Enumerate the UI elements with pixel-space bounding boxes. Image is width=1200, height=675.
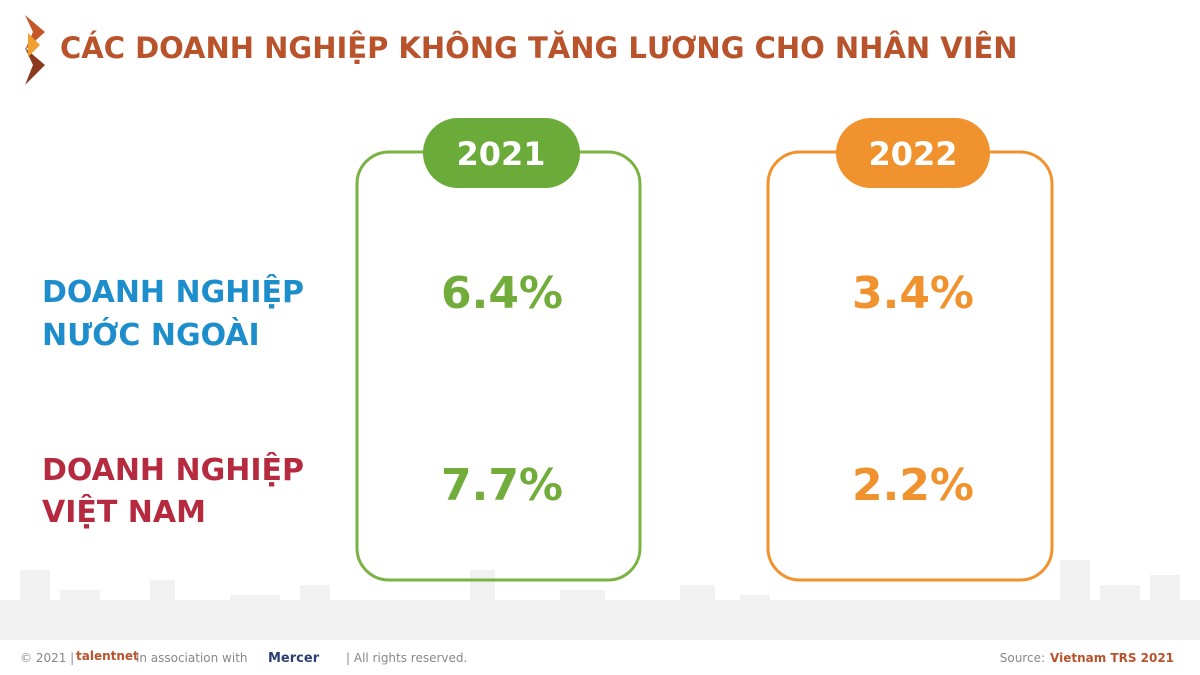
- row-label: VIỆT NAM: [42, 493, 206, 530]
- column-box: [355, 150, 642, 582]
- footer-partner: Mercer: [268, 651, 320, 666]
- cell-value: 6.4%: [441, 268, 563, 319]
- row-label: NƯỚC NGOÀI: [42, 316, 260, 353]
- skyline-background: [0, 560, 1200, 640]
- cell-value: 7.7%: [441, 460, 563, 511]
- footer-association: in association with: [136, 651, 248, 665]
- footer-copyright: © 2021 |: [20, 651, 74, 665]
- cell-value: 2.2%: [852, 460, 974, 511]
- footer-brand: talentnet: [76, 649, 139, 663]
- footer-source: Vietnam TRS 2021: [1050, 651, 1174, 665]
- cell-value: 3.4%: [852, 268, 974, 319]
- column-header: 2021: [456, 135, 545, 173]
- row-label: DOANH NGHIỆP: [42, 451, 304, 488]
- logo: [25, 15, 45, 85]
- title: CÁC DOANH NGHIỆP KHÔNG TĂNG LƯƠNG CHO NH…: [60, 31, 1018, 65]
- column-pill: [836, 118, 990, 188]
- row-label: DOANH NGHIỆP: [42, 273, 304, 310]
- column-pill: [423, 118, 580, 188]
- footer-source-label: Source:: [1000, 651, 1045, 665]
- column-header: 2022: [868, 135, 957, 173]
- footer-rights: | All rights reserved.: [346, 651, 467, 665]
- column-box: [766, 150, 1054, 582]
